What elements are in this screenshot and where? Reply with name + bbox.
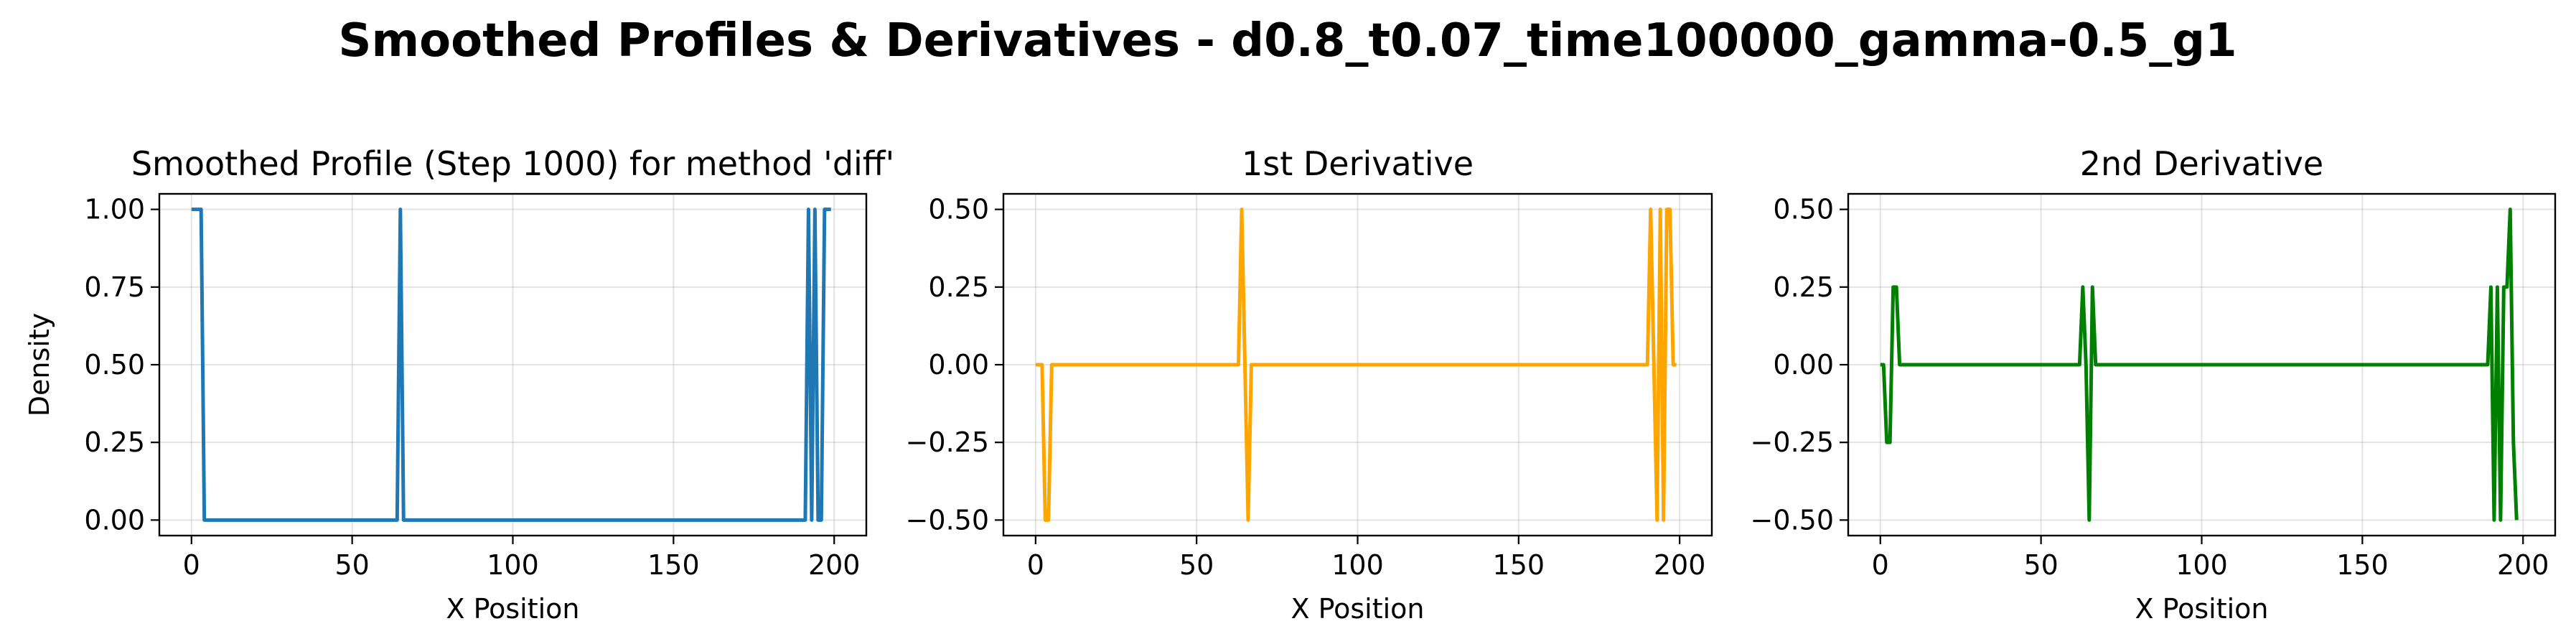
x-tick-label: 150 (1493, 549, 1545, 581)
x-axis-label: X Position (1291, 593, 1424, 625)
y-tick-label: −0.25 (906, 426, 989, 458)
y-tick-label: 0.00 (928, 349, 989, 381)
y-tick-label: −0.25 (1751, 426, 1834, 458)
series-line-1 (191, 207, 831, 522)
x-tick-label: 100 (1331, 549, 1384, 581)
x-tick-label: 150 (2336, 549, 2389, 581)
y-tick-label: 0.75 (84, 271, 145, 303)
chart-title: 2nd Derivative (2080, 144, 2323, 183)
y-tick-label: 0.00 (1773, 349, 1834, 381)
panels: 0 50 100 150 200 0.00 0.25 0.50 0.75 1.00 Smoothed… (24, 144, 2557, 625)
chart-panel-1: 0 50 100 150 200 0.00 0.25 0.50 0.75 1.00 Smoothed… (24, 144, 894, 625)
chart-title: Smoothed Profile (Step 1000) for method … (131, 144, 894, 183)
y-tick-label: 0.50 (928, 194, 989, 225)
x-tick-label: 100 (487, 549, 539, 581)
x-axis-label: X Position (446, 593, 579, 625)
y-tick-label: 1.00 (84, 194, 145, 225)
chart-title: 1st Derivative (1242, 144, 1474, 183)
series-line-1 (1035, 207, 1677, 522)
series-line-1 (1880, 207, 2519, 522)
y-tick-label: 0.25 (1773, 271, 1834, 303)
chart-panel-3: 0 50 100 150 200 −0.50 −0.25 0.00 0.25 0.50 2nd De… (1751, 144, 2557, 625)
y-tick-label: 0.50 (1773, 194, 1834, 225)
x-tick-label: 50 (1179, 549, 1214, 581)
x-tick-label: 50 (334, 549, 369, 581)
y-tick-label: 0.00 (84, 504, 145, 536)
x-tick-label: 150 (647, 549, 700, 581)
y-axis-label: Density (24, 313, 55, 416)
x-tick-label: 0 (1872, 549, 1889, 581)
x-tick-label: 0 (183, 549, 200, 581)
x-axis-label: X Position (2135, 593, 2268, 625)
y-tick-label: 0.25 (84, 426, 145, 458)
x-tick-label: 100 (2175, 549, 2228, 581)
figure-title: Smoothed Profiles & Derivatives - d0.8_t… (338, 14, 2237, 67)
x-tick-label: 50 (2023, 549, 2058, 581)
chart-panel-2: 0 50 100 150 200 −0.50 −0.25 0.00 0.25 0.50 1st De… (906, 144, 1713, 625)
y-tick-label: 0.25 (928, 271, 989, 303)
y-tick-label: 0.50 (84, 349, 145, 381)
x-tick-label: 200 (2497, 549, 2549, 581)
y-tick-label: −0.50 (1751, 504, 1834, 536)
x-tick-label: 200 (1654, 549, 1706, 581)
x-tick-label: 0 (1027, 549, 1044, 581)
y-tick-label: −0.50 (906, 504, 989, 536)
x-tick-label: 200 (808, 549, 861, 581)
